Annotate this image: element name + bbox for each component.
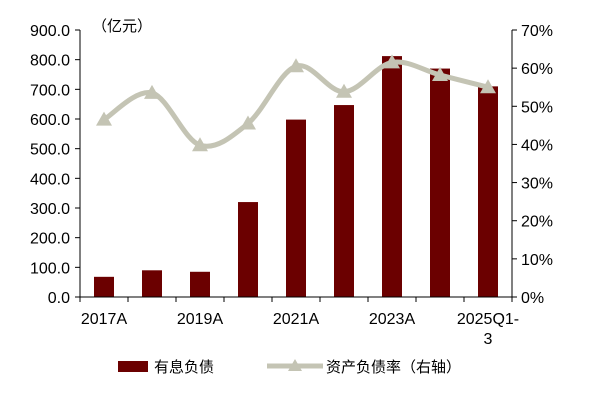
bar-2019A xyxy=(190,271,210,297)
x-tick-label: 2025Q1- xyxy=(457,311,519,328)
left-tick-label: 300.0 xyxy=(30,201,70,218)
bar-2023A xyxy=(382,56,402,298)
left-tick-label: 200.0 xyxy=(30,231,70,248)
line-point-2022A xyxy=(336,83,352,98)
line-point-2024A xyxy=(432,67,448,82)
right-tick-label: 70% xyxy=(521,23,553,40)
bar-2018A xyxy=(142,270,162,297)
line-point-2018A xyxy=(144,84,160,99)
legend: 有息负债 资产负债率（右轴） xyxy=(118,358,461,376)
right-tick-label: 50% xyxy=(521,99,553,116)
legend-label-line: 资产负债率（右轴） xyxy=(326,358,461,376)
x-tick-label: 2023A xyxy=(369,311,416,328)
right-tick-label: 40% xyxy=(521,137,553,154)
right-tick-label: 30% xyxy=(521,176,553,193)
bars-layer xyxy=(94,56,498,298)
bar-2021A xyxy=(286,119,306,298)
left-tick-label: 400.0 xyxy=(30,171,70,188)
x-axis-ticks: 2017A 2019A 2021A 2023A 2025Q1- 3 xyxy=(79,297,519,348)
line-point-2020A xyxy=(240,115,256,130)
right-tick-label: 0% xyxy=(521,290,544,307)
left-tick-label: 800.0 xyxy=(30,53,70,70)
legend-swatch-bar xyxy=(118,361,148,372)
bar-2024A xyxy=(430,68,450,297)
left-tick-label: 900.0 xyxy=(30,23,70,40)
line-point-2023A xyxy=(384,54,400,69)
x-tick-label: 2021A xyxy=(273,311,320,328)
bar-2022A xyxy=(334,105,354,297)
unit-label: （亿元） xyxy=(92,17,152,35)
legend-swatch-marker xyxy=(288,359,302,371)
x-tick-label: 3 xyxy=(484,331,493,348)
x-tick-label: 2019A xyxy=(177,311,224,328)
line-layer xyxy=(96,54,496,152)
bar-2020A xyxy=(238,202,258,297)
left-tick-label: 0.0 xyxy=(48,290,70,307)
left-tick-label: 100.0 xyxy=(30,260,70,277)
left-tick-label: 500.0 xyxy=(30,142,70,159)
line-point-2017A xyxy=(96,111,112,126)
line-point-2019A xyxy=(192,137,208,152)
line-point-2021A xyxy=(288,58,304,73)
line-point-2025Q1-3 xyxy=(480,79,496,94)
right-axis-ticks: 0% 10% 20% 30% 40% 50% 60% 70% xyxy=(512,23,553,307)
right-tick-label: 20% xyxy=(521,214,553,231)
legend-label-bar: 有息负债 xyxy=(154,358,214,376)
left-tick-label: 600.0 xyxy=(30,112,70,129)
bar-2017A xyxy=(94,276,114,297)
right-tick-label: 60% xyxy=(521,61,553,78)
left-axis-ticks: 0.0 100.0 200.0 300.0 400.0 500.0 600.0 700.0 80… xyxy=(30,23,80,307)
bar-2025Q1-3 xyxy=(478,86,498,297)
left-tick-label: 700.0 xyxy=(30,82,70,99)
axes-layer xyxy=(79,30,513,298)
right-tick-label: 10% xyxy=(521,252,553,269)
x-tick-label: 2017A xyxy=(81,311,128,328)
